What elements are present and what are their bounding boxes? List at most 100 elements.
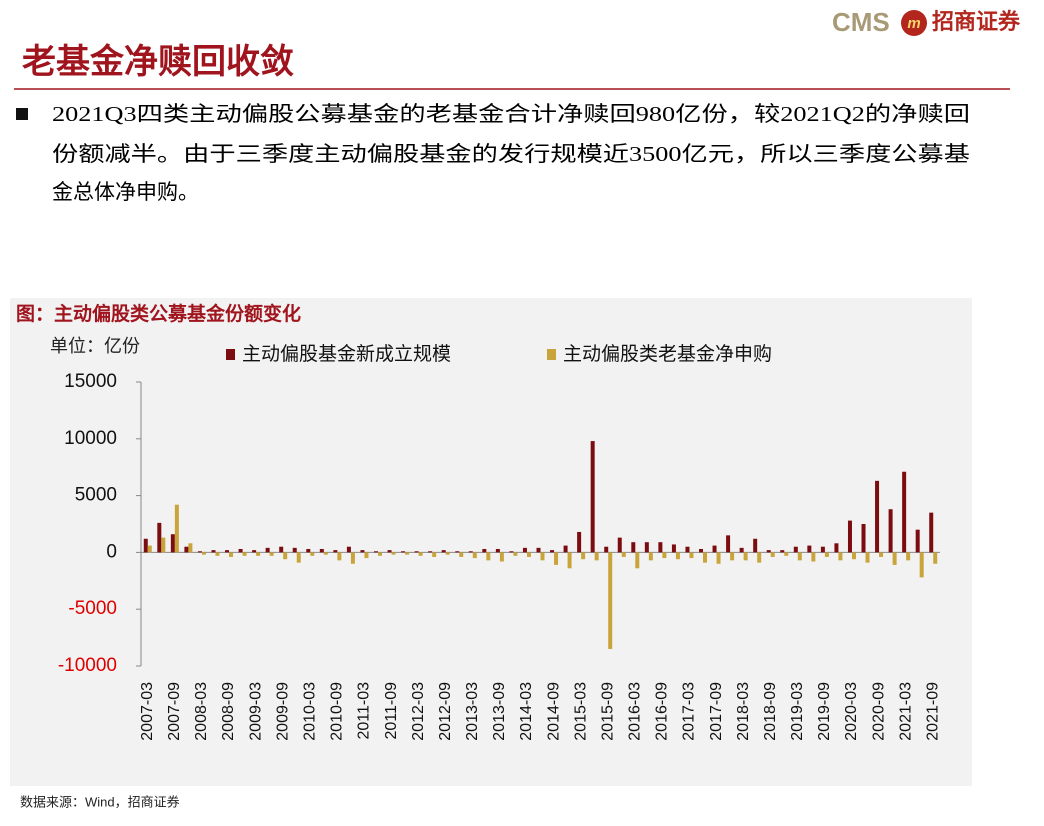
bar	[513, 552, 518, 556]
x-tick-label: 2017-03	[681, 682, 698, 741]
bar	[784, 552, 789, 556]
bar	[401, 551, 406, 553]
bar	[631, 542, 636, 553]
x-tick-label: 2010-03	[301, 682, 318, 741]
bar	[879, 552, 884, 557]
x-tick-label: 2021-03	[897, 682, 914, 741]
bar	[323, 552, 328, 555]
bar	[608, 552, 613, 649]
bar	[726, 535, 731, 553]
y-tick-label: -5000	[68, 598, 117, 619]
legend-swatch	[226, 349, 235, 360]
bar	[590, 441, 595, 553]
bullet-line: 份额减半。由于三季度主动偏股基金的发行规模近3500亿元，所以三季度公募基	[52, 142, 970, 166]
bar	[743, 552, 748, 561]
y-tick-label: 10000	[64, 428, 117, 449]
bar	[229, 552, 234, 557]
bullet-line: 金总体净申购。	[52, 180, 199, 204]
bar	[432, 552, 437, 557]
bar	[157, 522, 162, 553]
bar	[292, 547, 297, 553]
bar	[455, 551, 460, 553]
bar	[486, 552, 491, 561]
bar	[495, 548, 500, 553]
y-tick-label: 5000	[75, 485, 117, 506]
x-tick-label: 2010-09	[329, 682, 346, 741]
bar	[793, 546, 798, 553]
bar	[648, 552, 653, 561]
bar	[617, 537, 622, 553]
bar	[685, 546, 690, 553]
bar	[536, 547, 541, 553]
x-tick-label: 2021-09	[924, 682, 941, 741]
bar	[929, 512, 934, 553]
x-tick-label: 2013-03	[464, 682, 481, 741]
bar	[201, 552, 206, 555]
bar	[888, 509, 893, 553]
bar	[310, 552, 315, 556]
bar	[658, 542, 663, 553]
bar	[838, 552, 843, 561]
bar	[797, 552, 802, 561]
bar	[662, 552, 667, 559]
bar	[567, 552, 572, 569]
legend-label: 主动偏股类老基金净申购	[563, 343, 772, 365]
x-tick-label: 2014-09	[545, 682, 562, 741]
bar	[184, 546, 189, 553]
x-tick-label: 2007-09	[166, 682, 183, 741]
bar	[445, 552, 450, 555]
bar	[554, 552, 559, 565]
bar	[902, 471, 907, 553]
bar	[509, 551, 514, 553]
x-tick-label: 2009-09	[274, 682, 291, 741]
x-tick-label: 2015-03	[572, 682, 589, 741]
logo-icon: m	[907, 15, 920, 32]
bar	[499, 552, 504, 562]
bar	[581, 552, 586, 560]
bar	[414, 551, 419, 553]
bar	[861, 524, 866, 553]
x-tick-label: 2007-03	[139, 682, 156, 741]
bar	[373, 551, 378, 553]
x-tick-label: 2020-03	[843, 682, 860, 741]
bar	[847, 520, 852, 553]
bar	[730, 552, 735, 561]
x-tick-label: 2016-03	[627, 682, 644, 741]
legend-label: 主动偏股基金新成立规模	[242, 343, 451, 365]
bar	[635, 552, 640, 569]
bar	[283, 552, 288, 560]
bar	[892, 552, 897, 565]
x-tick-label: 2014-03	[518, 682, 535, 741]
bar	[428, 551, 433, 553]
x-tick-label: 2012-03	[410, 682, 427, 741]
source: 数据来源：Wind，招商证券	[20, 794, 180, 809]
x-tick-label: 2020-09	[870, 682, 887, 741]
unit-label: 单位：亿份	[50, 336, 140, 356]
y-tick-label: 0	[106, 541, 117, 562]
bar	[238, 548, 243, 553]
bar	[174, 504, 179, 553]
bar	[269, 552, 274, 556]
bar	[594, 552, 599, 561]
logo-text: CMS	[832, 7, 890, 37]
bar	[834, 543, 839, 553]
bar	[418, 552, 423, 556]
bar	[766, 550, 771, 553]
bar	[780, 550, 785, 553]
bar	[540, 552, 545, 561]
legend-swatch	[547, 349, 556, 360]
bar	[577, 531, 582, 553]
bar	[644, 542, 649, 553]
x-tick-label: 2016-09	[654, 682, 671, 741]
bar	[604, 546, 609, 553]
bar	[689, 552, 694, 559]
bar	[472, 552, 477, 559]
x-tick-label: 2012-09	[437, 682, 454, 741]
bar	[675, 552, 680, 560]
bar	[265, 547, 270, 553]
bar	[906, 552, 911, 561]
y-tick-label: -10000	[58, 655, 117, 676]
bar	[350, 552, 355, 564]
bar	[753, 538, 758, 553]
